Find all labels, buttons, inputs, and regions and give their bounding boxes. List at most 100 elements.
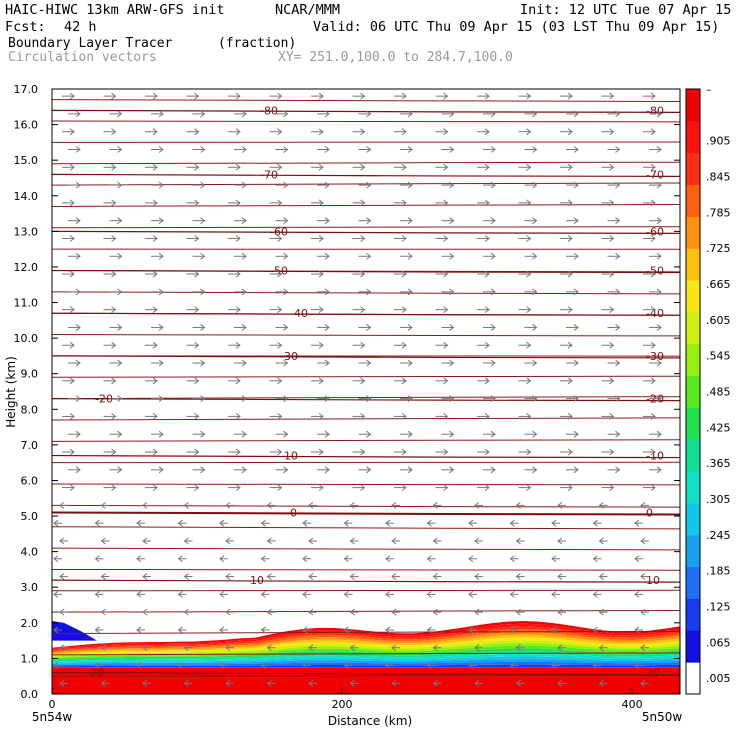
wind-vector <box>598 644 608 652</box>
wind-vector <box>483 359 496 367</box>
wind-vector <box>142 644 151 652</box>
wind-vector <box>557 644 566 652</box>
colorbar-label: .785 <box>706 206 731 219</box>
wind-vector <box>518 163 532 171</box>
wind-vector <box>358 466 372 474</box>
wind-vector <box>474 573 483 580</box>
wind-vector <box>649 110 662 118</box>
wind-vector <box>649 217 662 225</box>
wind-vector <box>151 395 164 403</box>
wind-vector <box>432 501 442 509</box>
isotherm-line <box>51 547 681 551</box>
isotherm-label: -50 <box>646 265 664 278</box>
wind-vector <box>394 413 407 420</box>
wind-vector <box>400 146 413 153</box>
wind-vector <box>177 662 187 669</box>
wind-vector <box>302 555 311 563</box>
isotherm-line <box>51 182 681 186</box>
wind-vector <box>560 128 573 136</box>
wind-vector <box>311 92 324 100</box>
wind-vector <box>103 163 117 171</box>
wind-vector <box>400 395 413 403</box>
x-end-label-left: 5n54w <box>32 710 73 724</box>
wind-vector <box>483 252 496 260</box>
wind-vector <box>394 306 407 314</box>
wind-vector <box>103 128 117 136</box>
wind-vector <box>607 110 621 118</box>
wind-vector <box>560 92 573 100</box>
wind-vector <box>358 395 372 403</box>
wind-vector <box>228 199 241 207</box>
isotherm-line <box>51 652 681 656</box>
wind-vector <box>509 555 519 563</box>
isotherm-line <box>51 334 681 337</box>
wind-vector <box>477 128 490 136</box>
wind-vector <box>551 555 560 563</box>
colorbar-swatch <box>686 407 700 440</box>
colorbar-label: .665 <box>706 278 731 291</box>
wind-vector <box>317 217 330 225</box>
wind-vector <box>186 448 200 456</box>
wind-vector <box>183 501 193 509</box>
wind-vector <box>640 537 649 545</box>
wind-vector <box>601 270 615 278</box>
wind-vector <box>598 501 608 509</box>
isotherm-label: 10 <box>250 574 264 587</box>
valid-time: Valid: 06 UTC Thu 09 Apr 15 (03 LST Thu … <box>313 19 720 35</box>
wind-vector <box>435 484 449 491</box>
wind-vector <box>260 555 270 563</box>
wind-vector <box>349 679 359 687</box>
wind-vector <box>640 608 649 616</box>
colorbar-swatch <box>686 630 700 663</box>
wind-vector <box>643 377 656 385</box>
wind-vectors <box>53 92 662 687</box>
colorbar-label: .485 <box>706 386 731 399</box>
y-tick-label: 4.0 <box>21 546 39 559</box>
colorbar-swatch <box>686 152 700 186</box>
wind-vector <box>260 626 270 634</box>
isotherm-labeled-line <box>51 397 681 402</box>
wind-vector <box>275 217 289 225</box>
wind-vector <box>94 626 104 634</box>
wind-vector <box>269 341 283 349</box>
x-tick-label: 400 <box>622 698 643 711</box>
y-tick-label: 3.0 <box>21 581 39 594</box>
cross-section-coords: XY= 251.0,100.0 to 284.7,100.0 <box>278 50 513 65</box>
wind-vector <box>432 679 442 687</box>
wind-vector <box>68 252 81 260</box>
wind-vector <box>518 235 532 242</box>
isotherm-line <box>51 120 681 123</box>
wind-vector <box>136 555 145 563</box>
wind-vector <box>225 501 234 509</box>
wind-vector <box>557 573 566 580</box>
wind-vector <box>275 466 289 474</box>
wind-vector <box>566 252 579 260</box>
colorbar-swatch <box>686 248 700 281</box>
wind-vector <box>441 252 455 260</box>
wind-vector <box>103 413 117 420</box>
wind-vector <box>183 644 193 652</box>
wind-vector <box>219 626 228 634</box>
wind-vector <box>640 501 649 509</box>
wind-vector <box>103 306 117 314</box>
wind-vector <box>483 288 496 296</box>
y-tick-label: 5.0 <box>21 510 39 523</box>
isotherm-line <box>51 417 681 421</box>
wind-vector <box>435 377 449 385</box>
wind-vector <box>192 466 206 474</box>
wind-vector <box>441 146 455 153</box>
colorbar-label: .605 <box>706 314 731 327</box>
wind-vector <box>269 163 283 171</box>
wind-vector <box>68 324 81 331</box>
wind-vector <box>177 555 187 563</box>
isotherm-line <box>51 291 681 295</box>
colorbar-swatch <box>686 534 700 568</box>
y-tick-label: 15.0 <box>14 154 39 167</box>
wind-vector <box>317 288 330 296</box>
wind-vector <box>358 324 372 331</box>
wind-vector <box>275 146 289 153</box>
wind-vector <box>317 430 330 438</box>
wind-vector <box>649 288 662 296</box>
wind-vector <box>192 252 206 260</box>
